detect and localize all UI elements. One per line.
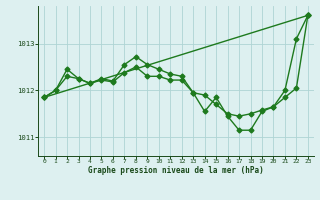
- X-axis label: Graphe pression niveau de la mer (hPa): Graphe pression niveau de la mer (hPa): [88, 166, 264, 175]
